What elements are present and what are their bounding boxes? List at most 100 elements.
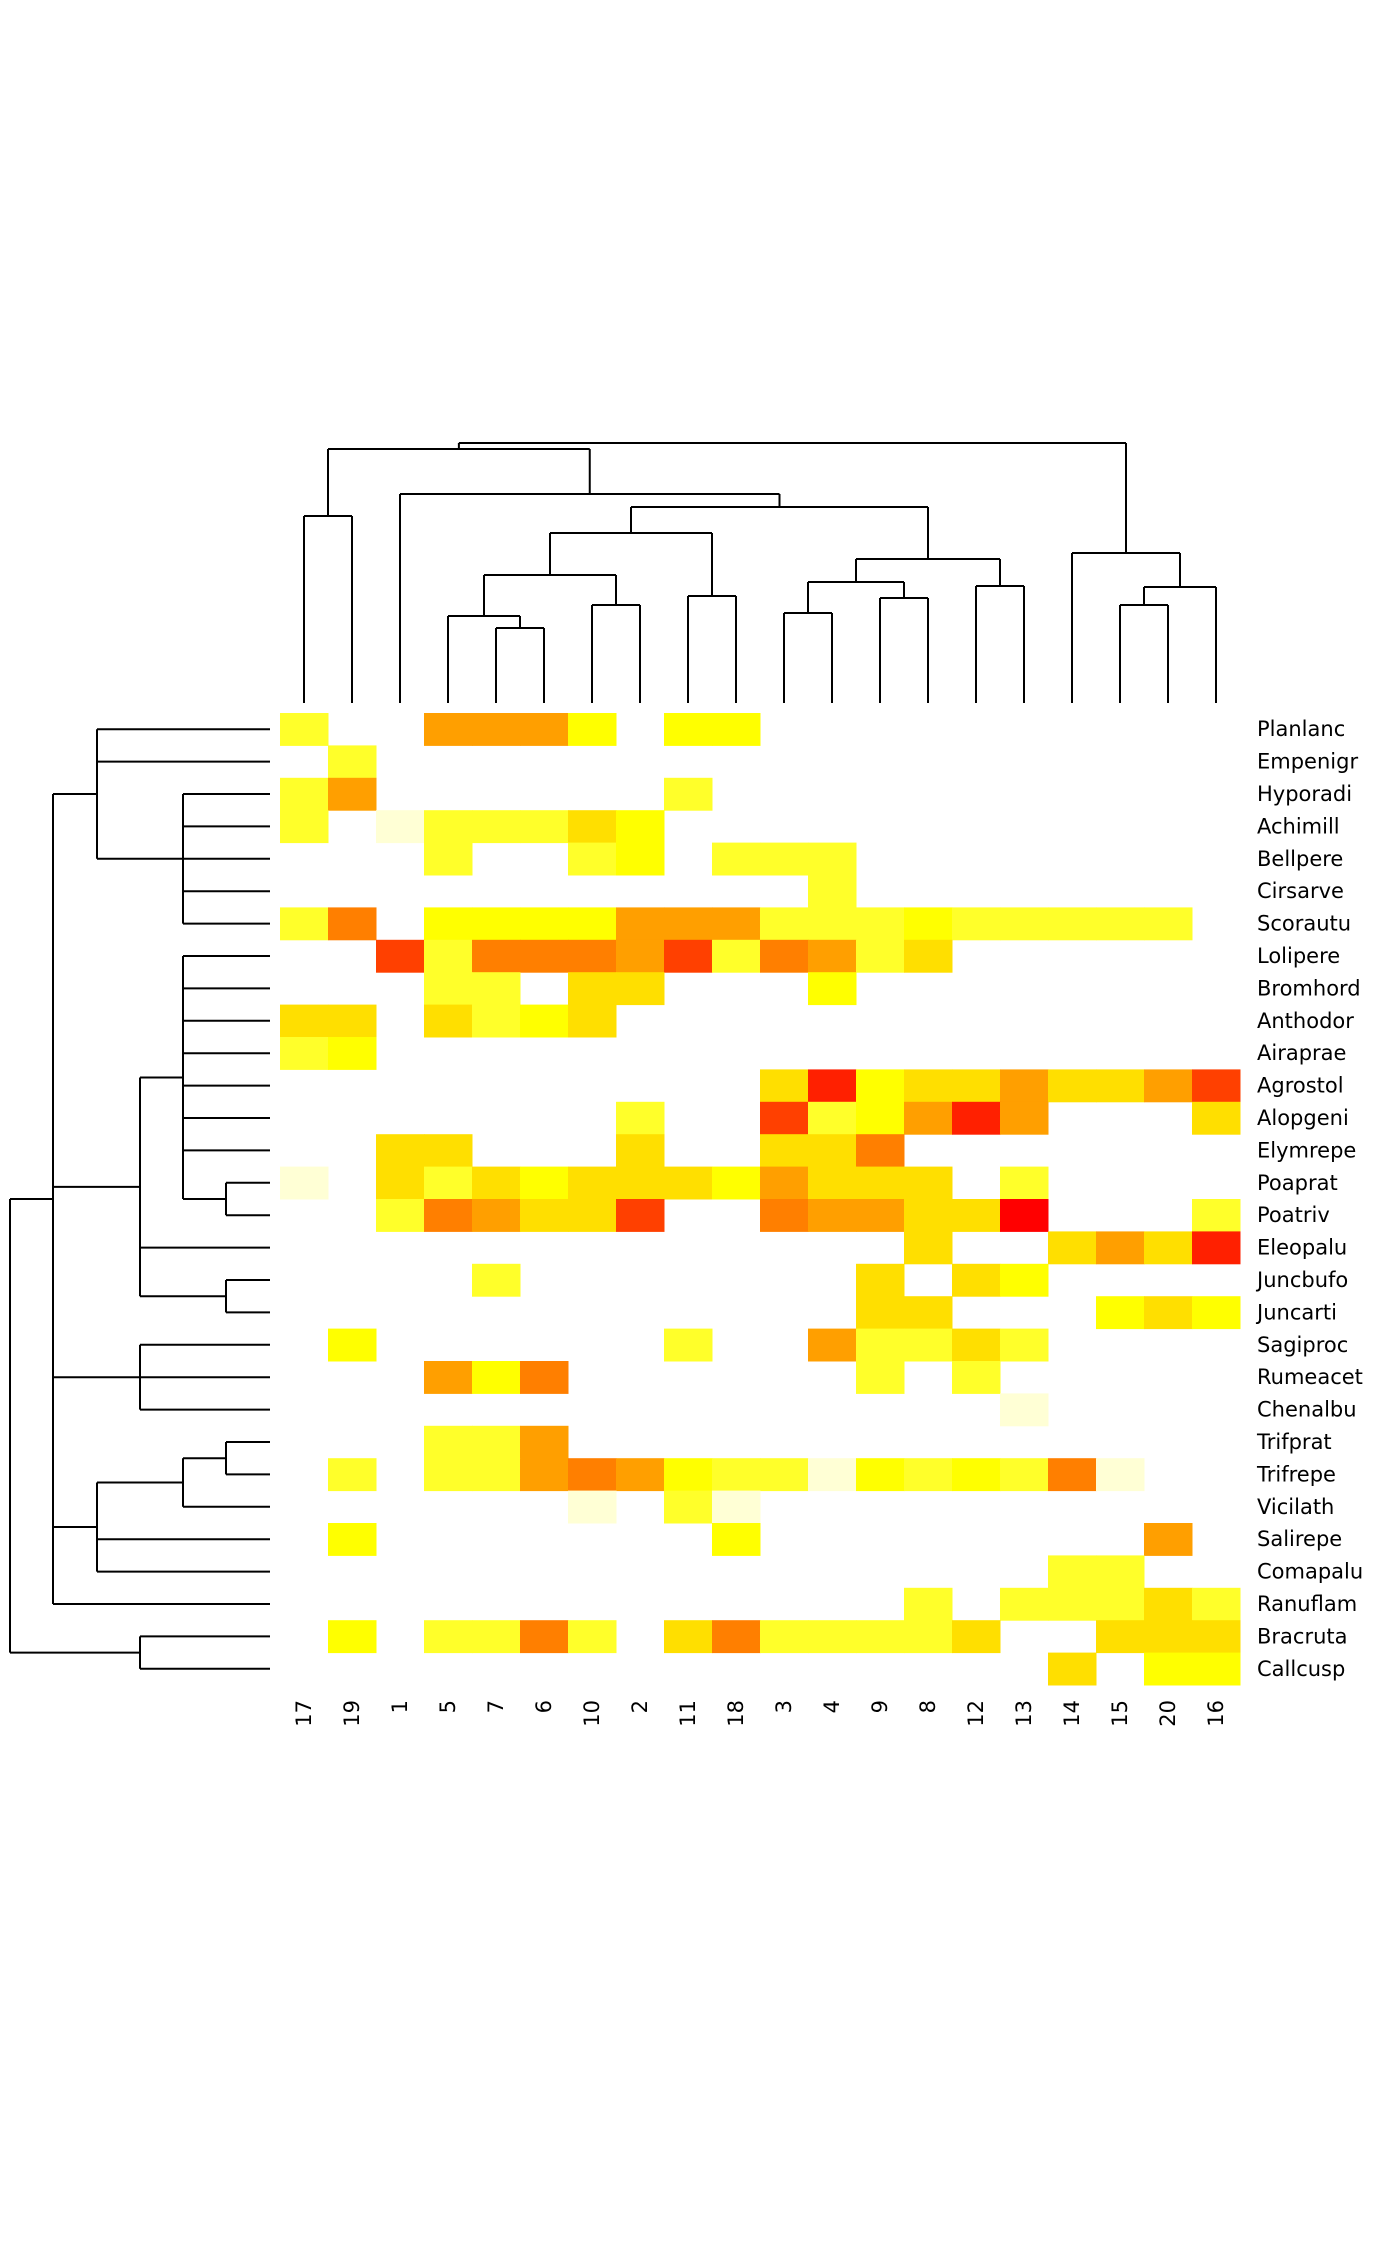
- heatmap-cell: [472, 1263, 521, 1297]
- heatmap-cell: [424, 810, 473, 844]
- heatmap-cell: [1000, 1199, 1049, 1232]
- heatmap-cell: [952, 1620, 1001, 1654]
- heatmap-cell: [952, 1199, 1001, 1232]
- heatmap-cell: [808, 972, 857, 1006]
- heatmap-cell: [520, 713, 569, 746]
- row-label: Alopgeni: [1257, 1106, 1349, 1130]
- heatmap-cell: [712, 907, 761, 941]
- heatmap-cell: [856, 1458, 905, 1492]
- heatmap-cell: [760, 1069, 809, 1103]
- heatmap-cell: [280, 1004, 329, 1038]
- heatmap-cell: [328, 1037, 377, 1070]
- heatmap-cell: [1144, 1069, 1193, 1103]
- heatmap-cell: [1192, 1069, 1241, 1103]
- column-label: 17: [292, 1700, 316, 1727]
- heatmap-cell: [1144, 1652, 1193, 1686]
- column-label: 16: [1204, 1700, 1228, 1727]
- heatmap-cell: [760, 1458, 809, 1492]
- heatmap-cell: [568, 713, 617, 746]
- heatmap-cell: [520, 1004, 569, 1038]
- heatmap-cell: [424, 1361, 473, 1394]
- column-labels: 17 19 1 5 7 6 10 2 11 18 3 4 9 8 12 13 14 15 20 16: [292, 1700, 1228, 1727]
- heatmap-cell: [328, 1328, 377, 1362]
- heatmap-cell: [568, 1620, 617, 1654]
- heatmap-cell: [1096, 1587, 1145, 1621]
- heatmap-cell: [712, 939, 761, 973]
- row-label: Eleopalu: [1257, 1236, 1347, 1260]
- heatmap-cell: [808, 1069, 857, 1103]
- heatmap-cell: [472, 939, 521, 973]
- row-label: Agrostol: [1257, 1074, 1344, 1098]
- heatmap-cell: [520, 1199, 569, 1232]
- column-label: 3: [772, 1700, 796, 1713]
- heatmap-cell: [1096, 1069, 1145, 1103]
- row-label: Callcusp: [1257, 1657, 1345, 1681]
- heatmap-cell: [904, 1458, 953, 1492]
- heatmap-cell: [424, 907, 473, 941]
- heatmap-cell: [1144, 1620, 1193, 1654]
- heatmap-cell: [952, 1263, 1001, 1297]
- heatmap-cell: [1192, 1296, 1241, 1330]
- row-label: Hyporadi: [1257, 782, 1352, 806]
- heatmap-cell: [712, 1620, 761, 1654]
- heatmap-cell: [1144, 1587, 1193, 1621]
- column-label: 12: [964, 1700, 988, 1727]
- heatmap-cell: [952, 1069, 1001, 1103]
- heatmap-cell: [1000, 1393, 1049, 1427]
- heatmap-cell: [1192, 1199, 1241, 1232]
- heatmap-cell: [760, 939, 809, 973]
- heatmap-cell: [760, 1620, 809, 1654]
- heatmap-cell: [424, 713, 473, 746]
- heatmap-cell: [904, 1296, 953, 1330]
- heatmap-cell: [952, 1361, 1001, 1394]
- heatmap-cell: [1144, 1231, 1193, 1265]
- heatmap-cell: [664, 1458, 713, 1492]
- column-label: 13: [1012, 1700, 1036, 1727]
- row-label: Juncarti: [1255, 1300, 1337, 1324]
- heatmap-cell: [616, 972, 665, 1006]
- heatmap-cell: [328, 1004, 377, 1038]
- heatmap-cell: [808, 1620, 857, 1654]
- row-label: Sagiproc: [1257, 1333, 1348, 1357]
- column-label: 4: [820, 1700, 844, 1713]
- heatmap-cell: [520, 939, 569, 973]
- column-dendrogram: [303, 442, 1217, 703]
- row-label: Cirsarve: [1257, 879, 1344, 903]
- column-label: 18: [724, 1700, 748, 1727]
- row-label: Comapalu: [1257, 1560, 1363, 1584]
- row-label: Planlanc: [1257, 717, 1345, 741]
- heatmap-cell: [1048, 1587, 1097, 1621]
- column-label: 5: [436, 1700, 460, 1713]
- row-label: Trifrepe: [1256, 1462, 1336, 1486]
- heatmap-cell: [856, 1328, 905, 1362]
- heatmap-cell: [520, 1166, 569, 1200]
- heatmap-cell: [424, 972, 473, 1006]
- heatmap-cells: [280, 713, 1241, 1686]
- row-label: Ranuflam: [1257, 1592, 1357, 1616]
- heatmap-cell: [616, 1101, 665, 1135]
- heatmap-cell: [568, 810, 617, 844]
- heatmap-cell: [280, 713, 329, 746]
- heatmap-cell: [856, 1620, 905, 1654]
- heatmap-cell: [568, 939, 617, 973]
- heatmap-cell: [472, 1361, 521, 1394]
- heatmap-cell: [568, 1004, 617, 1038]
- heatmap-cell: [568, 1166, 617, 1200]
- heatmap-cell: [1192, 1652, 1241, 1686]
- heatmap-cell: [280, 777, 329, 811]
- heatmap-cell: [1192, 1620, 1241, 1654]
- row-label: Airaprae: [1257, 1041, 1346, 1065]
- heatmap-cell: [616, 842, 665, 876]
- heatmap-cell: [952, 1458, 1001, 1492]
- row-label: Bromhord: [1257, 976, 1361, 1000]
- heatmap-cell: [664, 1490, 713, 1524]
- row-label: Juncbufo: [1255, 1268, 1348, 1292]
- heatmap-cell: [568, 1458, 617, 1492]
- heatmap-cell: [520, 1620, 569, 1654]
- heatmap-cell: [376, 1199, 425, 1232]
- heatmap-cell: [1096, 1296, 1145, 1330]
- heatmap-cell: [520, 810, 569, 844]
- heatmap-cell: [328, 1458, 377, 1492]
- heatmap-cell: [616, 939, 665, 973]
- heatmap-cell: [664, 777, 713, 811]
